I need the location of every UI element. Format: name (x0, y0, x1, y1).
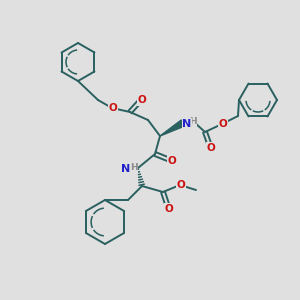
Text: O: O (177, 180, 185, 190)
Text: H: H (130, 164, 138, 172)
Text: O: O (138, 95, 146, 105)
Text: O: O (219, 119, 227, 129)
Text: N: N (122, 164, 130, 174)
Text: O: O (109, 103, 117, 113)
Polygon shape (160, 120, 185, 136)
Text: O: O (207, 143, 215, 153)
Text: O: O (168, 156, 176, 166)
Text: O: O (165, 204, 173, 214)
Text: H: H (189, 118, 197, 127)
Text: N: N (182, 119, 192, 129)
